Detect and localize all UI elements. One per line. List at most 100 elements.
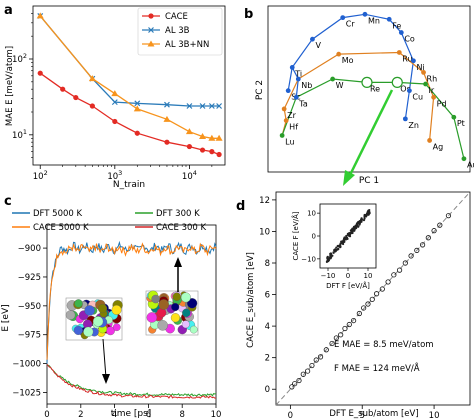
element-label-Au: Au	[467, 161, 474, 170]
pca-point-Sc	[285, 88, 291, 94]
data-point	[346, 321, 352, 328]
atom-sphere	[157, 320, 168, 331]
marker-cace	[60, 86, 66, 92]
pca-point-V	[310, 36, 315, 42]
inset-ytick-label: 0	[312, 233, 316, 241]
data-point	[305, 368, 311, 374]
legend-cace: CACE	[165, 12, 188, 22]
panel-c-frame	[46, 224, 217, 405]
inset-point	[367, 212, 370, 216]
inset-point	[340, 240, 343, 243]
marker-al3bnn	[185, 128, 193, 135]
element-label-Ni: Ni	[416, 63, 424, 72]
data-point	[329, 340, 335, 347]
pca-point-Ni	[411, 58, 416, 64]
marker-cace	[209, 149, 215, 155]
legend-dft300: DFT 300 K	[156, 209, 200, 219]
pca-point-Pd	[431, 94, 437, 100]
inset-point	[358, 220, 361, 223]
inset-point	[342, 239, 345, 242]
atom-sphere	[84, 305, 95, 316]
data-point	[342, 325, 348, 332]
panel-c-ytick-label: −1000	[12, 360, 41, 370]
inset-point	[335, 246, 338, 249]
panel-c-ytick-label: −1025	[12, 388, 41, 398]
element-label-W: W	[336, 81, 344, 90]
marker-al3bnn	[133, 105, 141, 112]
panel-c-ytick-label: −950	[18, 302, 41, 312]
pca-point-Cr	[340, 15, 346, 21]
inset-point	[337, 247, 340, 251]
atom-sphere	[189, 325, 198, 334]
panel-c-xtick-label: 4	[112, 410, 117, 420]
marker-al3b	[186, 103, 193, 109]
panel-b-chart: PC 2 PC 1 CrMnFeCoVMoRuNiTiRhNbWReOsIrSc…	[255, 5, 474, 186]
legend-cace300: CACE 300 K	[156, 223, 207, 233]
panel-d-ytick-label: 4	[265, 322, 270, 332]
panel-b-ylabel: PC 2	[255, 80, 265, 100]
element-label-Fe: Fe	[392, 21, 401, 30]
panel-b-xlabel: PC 1	[359, 176, 379, 186]
atom-sphere	[151, 294, 160, 304]
marker-cace	[73, 94, 79, 101]
marker-cace	[216, 151, 222, 158]
element-label-Hf: Hf	[289, 123, 298, 132]
data-point	[431, 228, 437, 234]
energy-series-1	[46, 242, 217, 360]
data-point	[313, 357, 319, 363]
marker-cace	[37, 70, 43, 76]
atom-sphere	[92, 316, 104, 327]
inset-point	[339, 245, 342, 248]
pca-point-Mo	[336, 51, 342, 57]
legend-al3b: AL 3B	[165, 26, 190, 36]
energy-series-3	[46, 363, 217, 399]
marker-al3bnn	[215, 134, 223, 141]
pca-point-Nb	[295, 76, 301, 82]
pca-point-Fe	[386, 16, 392, 22]
atom-sphere	[112, 323, 121, 332]
marker-al3bnn	[36, 12, 44, 19]
marker-al3b	[208, 103, 215, 109]
element-label-Os: Os	[400, 84, 410, 93]
panel-c-ytick-label: −925	[18, 273, 41, 283]
data-point	[425, 235, 431, 241]
pca-point-Pt	[451, 114, 457, 120]
inset-point	[355, 222, 358, 225]
marker-cace	[112, 118, 118, 125]
inset-point	[354, 226, 358, 230]
pca-point-Zn	[402, 116, 408, 122]
marker-al3bnn	[163, 115, 171, 122]
inset-point	[333, 248, 336, 251]
pca-point-Ag	[427, 138, 432, 143]
element-label-Ag: Ag	[433, 142, 444, 151]
connection-arrow	[343, 89, 394, 186]
data-point	[338, 332, 344, 338]
panel-a-xtick-label: 102	[33, 169, 48, 182]
element-label-Zn: Zn	[408, 121, 419, 130]
arrow-300k-head	[102, 374, 110, 384]
data-point	[373, 291, 380, 297]
snapshot-300k	[65, 297, 123, 341]
panel-a-ylabel: MAE E [meV/atom]	[5, 46, 15, 126]
inset-ylabel: CACE F [eV/Å]	[291, 211, 300, 260]
panel-d-chart: CACE E_sub/atom [eV] DFT E_sub/atom [eV]…	[246, 191, 471, 420]
data-point	[402, 260, 408, 266]
pca-point-Rh	[421, 70, 426, 75]
snapshot-300k-box	[65, 297, 123, 341]
element-label-Rh: Rh	[427, 74, 438, 83]
panel-d-xtick-label: 0	[288, 411, 293, 420]
pca-point-Mn	[362, 11, 368, 17]
annotation-f-mae: F MAE = 124 meV/Å	[334, 362, 420, 374]
data-point	[350, 317, 357, 324]
marker-cace	[89, 103, 95, 109]
element-label-Pt: Pt	[457, 119, 465, 128]
element-label-Pd: Pd	[437, 99, 447, 108]
data-point	[419, 242, 426, 248]
marker-cace	[164, 139, 170, 145]
element-label-Re: Re	[370, 84, 380, 93]
marker-al3bnn	[88, 75, 96, 82]
panel-a-chart: MAE E [meV/atom] N_train 102 103 104 101 102…	[5, 5, 226, 190]
inset-point	[363, 213, 366, 217]
atom-sphere	[180, 292, 191, 303]
inset-point	[339, 242, 342, 245]
